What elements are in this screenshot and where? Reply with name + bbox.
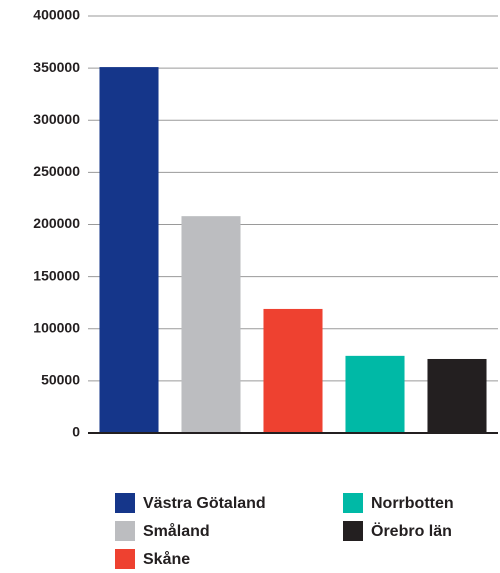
bar [181, 216, 241, 433]
y-tick-label: 300000 [33, 111, 80, 127]
bar [99, 67, 159, 434]
y-tick-label: 150000 [33, 267, 80, 283]
y-tick-label: 200000 [33, 215, 80, 231]
legend-label: Skåne [143, 550, 190, 568]
legend-label: Västra Götaland [143, 495, 266, 512]
y-tick-label: 0 [72, 424, 80, 440]
legend-swatch [343, 493, 363, 513]
y-tick-label: 400000 [33, 7, 80, 23]
legend-swatch [115, 521, 135, 541]
legend-swatch [115, 549, 135, 569]
y-tick-label: 50000 [41, 372, 80, 388]
y-tick-label: 250000 [33, 163, 80, 179]
bar [263, 308, 323, 433]
legend-label: Örebro län [371, 521, 452, 540]
legend-label: Norrbotten [371, 495, 454, 512]
legend-swatch [343, 521, 363, 541]
y-tick-label: 350000 [33, 59, 80, 75]
bar [427, 358, 487, 433]
legend-swatch [115, 493, 135, 513]
y-tick-label: 100000 [33, 319, 80, 335]
bar [345, 355, 405, 433]
legend-label: Småland [143, 522, 210, 540]
